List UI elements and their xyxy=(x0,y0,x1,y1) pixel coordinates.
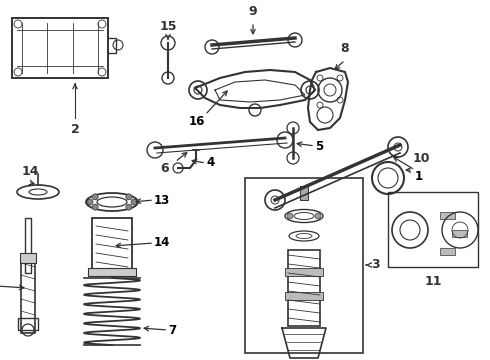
Circle shape xyxy=(92,204,98,210)
Text: 1: 1 xyxy=(415,170,423,183)
Text: 2: 2 xyxy=(71,123,79,136)
Circle shape xyxy=(92,194,98,200)
Bar xyxy=(18,318,38,330)
Text: 10: 10 xyxy=(413,152,431,165)
Text: 15: 15 xyxy=(159,20,177,33)
Bar xyxy=(452,230,467,237)
Text: 7: 7 xyxy=(168,324,176,337)
Circle shape xyxy=(126,194,132,200)
Text: 6: 6 xyxy=(161,162,170,175)
Bar xyxy=(285,268,323,276)
Bar xyxy=(440,248,455,255)
Text: 3: 3 xyxy=(371,258,380,271)
Bar xyxy=(21,258,35,333)
Bar xyxy=(300,186,308,200)
Circle shape xyxy=(287,213,293,219)
Bar xyxy=(92,218,132,273)
Text: 5: 5 xyxy=(315,139,323,153)
Bar xyxy=(20,253,36,263)
Text: 8: 8 xyxy=(341,42,349,55)
Bar xyxy=(285,292,323,300)
Text: 9: 9 xyxy=(249,5,257,18)
Bar xyxy=(245,178,363,353)
Bar xyxy=(388,192,478,267)
Text: 14: 14 xyxy=(154,237,171,249)
Text: 16: 16 xyxy=(189,115,205,128)
Text: 4: 4 xyxy=(206,157,214,170)
Text: 14: 14 xyxy=(22,165,40,178)
Circle shape xyxy=(315,213,321,219)
Bar xyxy=(288,250,320,326)
Bar xyxy=(88,268,136,276)
Circle shape xyxy=(131,199,137,205)
Text: 13: 13 xyxy=(154,194,170,207)
Bar xyxy=(25,218,31,273)
Bar xyxy=(12,18,108,78)
Bar xyxy=(440,212,455,219)
Text: 11: 11 xyxy=(424,275,442,288)
Circle shape xyxy=(126,204,132,210)
Circle shape xyxy=(87,199,93,205)
